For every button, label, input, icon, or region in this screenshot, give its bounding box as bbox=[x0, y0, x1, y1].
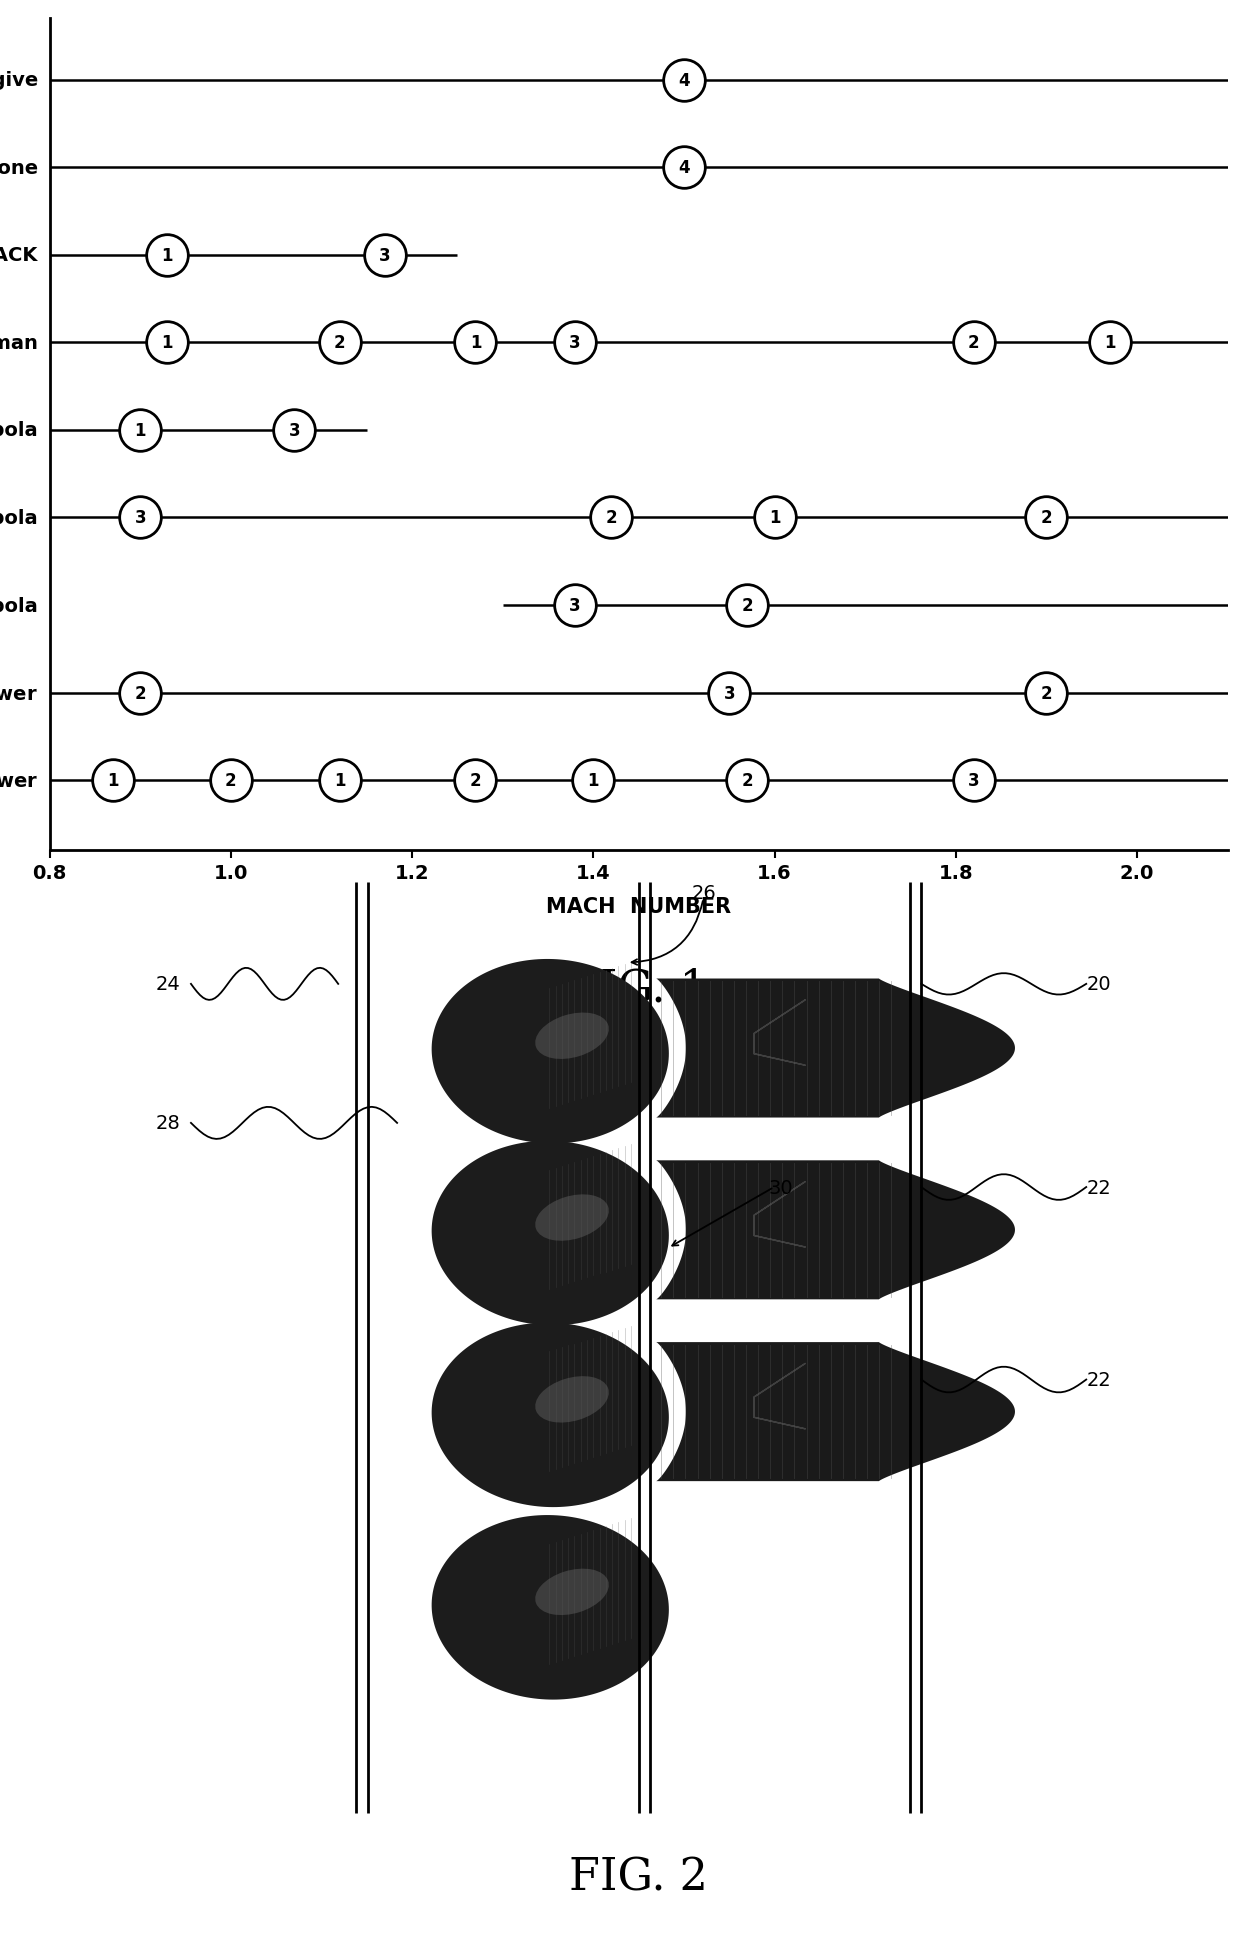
Point bbox=[130, 415, 150, 446]
Text: 3: 3 bbox=[569, 597, 582, 615]
Point bbox=[465, 766, 485, 797]
Text: 1: 1 bbox=[161, 246, 174, 264]
Text: 28: 28 bbox=[156, 1113, 180, 1132]
Text: 2: 2 bbox=[470, 772, 481, 789]
Ellipse shape bbox=[536, 1012, 609, 1059]
Text: 2: 2 bbox=[742, 597, 753, 615]
Text: 3: 3 bbox=[968, 772, 980, 789]
Text: 3: 3 bbox=[134, 510, 146, 527]
Point bbox=[465, 328, 485, 359]
Text: 4: 4 bbox=[678, 159, 689, 176]
Point bbox=[130, 679, 150, 710]
Point bbox=[601, 502, 621, 533]
Text: 2: 2 bbox=[968, 334, 980, 353]
Polygon shape bbox=[432, 1142, 668, 1326]
Text: LV-HAACK: LV-HAACK bbox=[0, 246, 37, 266]
Text: 22: 22 bbox=[1086, 1177, 1111, 1196]
Text: 1: 1 bbox=[161, 334, 174, 353]
Polygon shape bbox=[656, 1342, 1016, 1481]
Text: 3: 3 bbox=[289, 421, 300, 440]
Point bbox=[765, 502, 785, 533]
Text: 1: 1 bbox=[769, 510, 780, 527]
Point bbox=[963, 328, 983, 359]
Text: 30: 30 bbox=[769, 1177, 792, 1196]
Point bbox=[565, 589, 585, 620]
Point bbox=[738, 766, 758, 797]
Point bbox=[738, 589, 758, 620]
Point bbox=[1037, 679, 1056, 710]
Text: FIG. 2: FIG. 2 bbox=[569, 1856, 708, 1898]
Text: Von  Karman: Von Karman bbox=[0, 334, 37, 353]
Polygon shape bbox=[432, 960, 668, 1144]
Text: 3/4 Parabola: 3/4 Parabola bbox=[0, 508, 37, 527]
Text: 1: 1 bbox=[470, 334, 481, 353]
Text: 1: 1 bbox=[134, 421, 146, 440]
Polygon shape bbox=[656, 1161, 1016, 1299]
Text: 24: 24 bbox=[156, 975, 180, 995]
Text: 1/2 Parabola: 1/2 Parabola bbox=[0, 595, 37, 615]
Point bbox=[221, 766, 241, 797]
Text: Parabola: Parabola bbox=[0, 421, 37, 440]
Text: 22: 22 bbox=[1086, 1371, 1111, 1390]
Point bbox=[284, 415, 304, 446]
Point bbox=[330, 766, 350, 797]
Text: 1: 1 bbox=[1104, 334, 1116, 353]
Point bbox=[157, 240, 177, 271]
Text: 1: 1 bbox=[588, 772, 599, 789]
Text: 2: 2 bbox=[1040, 510, 1053, 527]
Text: $x^{1/2}$ Power: $x^{1/2}$ Power bbox=[0, 770, 37, 791]
Text: 3: 3 bbox=[569, 334, 582, 353]
Point bbox=[583, 766, 603, 797]
Text: 3: 3 bbox=[723, 684, 735, 702]
Point bbox=[675, 66, 694, 97]
Text: 2: 2 bbox=[134, 684, 146, 702]
Text: 1: 1 bbox=[108, 772, 119, 789]
Ellipse shape bbox=[536, 1377, 609, 1423]
Point bbox=[374, 240, 394, 271]
Point bbox=[963, 766, 983, 797]
Text: $x^{3/4}$ Power: $x^{3/4}$ Power bbox=[0, 683, 37, 704]
Ellipse shape bbox=[536, 1194, 609, 1241]
Point bbox=[565, 328, 585, 359]
Text: 2: 2 bbox=[605, 510, 618, 527]
Text: 2: 2 bbox=[742, 772, 753, 789]
Text: 2: 2 bbox=[334, 334, 346, 353]
Point bbox=[1037, 502, 1056, 533]
Text: 26: 26 bbox=[692, 884, 717, 904]
Text: Ogive: Ogive bbox=[0, 72, 37, 89]
Text: 2: 2 bbox=[224, 772, 237, 789]
Point bbox=[157, 328, 177, 359]
Text: 1: 1 bbox=[334, 772, 345, 789]
X-axis label: MACH  NUMBER: MACH NUMBER bbox=[546, 898, 732, 917]
Point bbox=[330, 328, 350, 359]
Point bbox=[675, 153, 694, 184]
Text: 20: 20 bbox=[1086, 975, 1111, 995]
Text: 4: 4 bbox=[678, 72, 689, 89]
Polygon shape bbox=[432, 1322, 668, 1507]
Ellipse shape bbox=[536, 1569, 609, 1615]
Point bbox=[719, 679, 739, 710]
Polygon shape bbox=[432, 1514, 668, 1701]
Point bbox=[103, 766, 123, 797]
Text: 3: 3 bbox=[379, 246, 391, 264]
Point bbox=[130, 502, 150, 533]
Text: 2: 2 bbox=[1040, 684, 1053, 702]
Polygon shape bbox=[656, 979, 1016, 1119]
Text: FIG. 1: FIG. 1 bbox=[569, 968, 708, 1010]
Text: Cone: Cone bbox=[0, 159, 37, 178]
Point bbox=[1100, 328, 1120, 359]
